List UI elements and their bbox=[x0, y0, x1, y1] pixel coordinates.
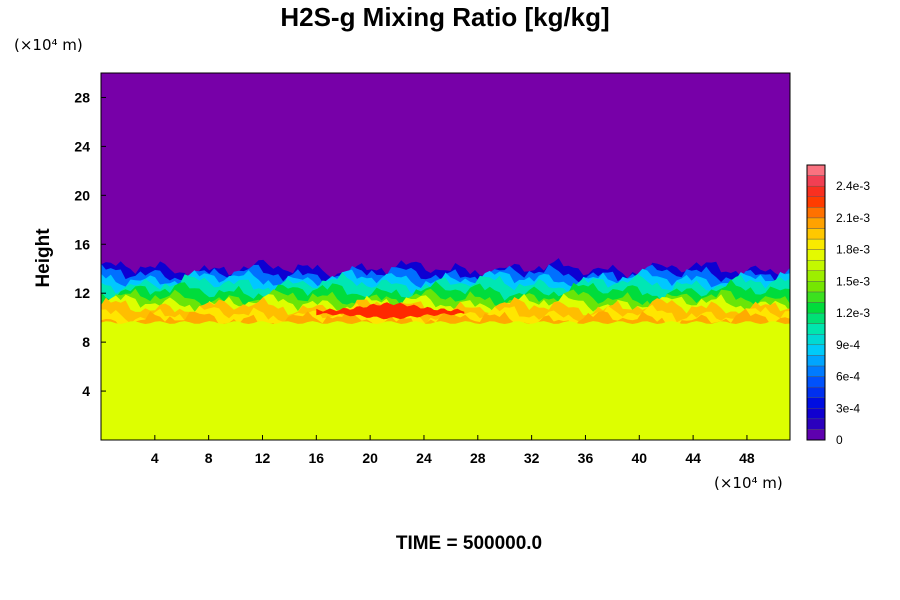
x-tick-label-5: 24 bbox=[416, 450, 432, 466]
colorbar-frame bbox=[806, 164, 826, 441]
y-tick-label-5: 24 bbox=[74, 138, 90, 154]
chart-title: H2S-g Mixing Ratio [kg/kg] bbox=[280, 2, 609, 32]
colorbar-swatch-7 bbox=[806, 355, 826, 367]
colorbar bbox=[806, 164, 826, 441]
colorbar-swatch-8 bbox=[806, 344, 826, 356]
x-tick-label-8: 36 bbox=[578, 450, 594, 466]
x-tick-label-1: 8 bbox=[205, 450, 213, 466]
x-tick-label-10: 44 bbox=[685, 450, 701, 466]
x-tick-label-11: 48 bbox=[739, 450, 755, 466]
colorbar-tick-label-3: 9e-4 bbox=[836, 338, 860, 352]
colorbar-swatch-9 bbox=[806, 334, 826, 346]
colorbar-tick-label-4: 1.2e-3 bbox=[836, 306, 870, 320]
x-tick-label-2: 12 bbox=[255, 450, 271, 466]
plot-frame bbox=[100, 72, 791, 441]
colorbar-swatch-16 bbox=[806, 259, 826, 271]
x-tick-label-7: 32 bbox=[524, 450, 540, 466]
colorbar-swatch-6 bbox=[806, 365, 826, 377]
colorbar-swatch-5 bbox=[806, 376, 826, 388]
y-tick-label-2: 12 bbox=[74, 285, 90, 301]
lower-layer-edge bbox=[101, 321, 790, 440]
mixing-layer-region bbox=[101, 258, 790, 440]
colorbar-tick-label-6: 1.8e-3 bbox=[836, 243, 870, 257]
colorbar-swatch-0 bbox=[806, 429, 826, 441]
colorbar-tick-label-7: 2.1e-3 bbox=[836, 211, 870, 225]
y-tick-label-1: 8 bbox=[82, 334, 90, 350]
colorbar-swatch-10 bbox=[806, 323, 826, 335]
colorbar-swatch-23 bbox=[806, 185, 826, 197]
colorbar-swatch-19 bbox=[806, 228, 826, 240]
colorbar-swatch-4 bbox=[806, 386, 826, 398]
colorbar-swatch-25 bbox=[806, 164, 826, 176]
colorbar-swatch-24 bbox=[806, 175, 826, 187]
y-unit-label: (×10⁴ m) bbox=[14, 36, 83, 54]
colorbar-swatch-15 bbox=[806, 270, 826, 282]
colorbar-swatch-3 bbox=[806, 397, 826, 409]
y-axis-ticks: 4 8 12 16 20 24 28 bbox=[74, 89, 106, 399]
x-tick-label-3: 16 bbox=[309, 450, 325, 466]
colorbar-tick-label-5: 1.5e-3 bbox=[836, 274, 870, 288]
y-axis-label: Height bbox=[33, 228, 54, 288]
colorbar-tick-label-1: 3e-4 bbox=[836, 401, 860, 415]
colorbar-ticks: 0 3e-4 6e-4 9e-4 1.2e-3 1.5e-3 1.8e-3 2.1e-3 2.4… bbox=[836, 179, 870, 447]
x-tick-label-4: 20 bbox=[362, 450, 378, 466]
colorbar-tick-label-8: 2.4e-3 bbox=[836, 179, 870, 193]
colorbar-swatch-22 bbox=[806, 196, 826, 208]
colorbar-swatch-13 bbox=[806, 291, 826, 303]
colorbar-tick-label-2: 6e-4 bbox=[836, 370, 860, 384]
heatmap-plot-area bbox=[101, 73, 790, 440]
colorbar-swatch-20 bbox=[806, 217, 826, 229]
x-tick-label-9: 40 bbox=[631, 450, 647, 466]
x-tick-label-0: 4 bbox=[151, 450, 159, 466]
y-tick-label-4: 20 bbox=[74, 187, 90, 203]
colorbar-tick-label-0: 0 bbox=[836, 433, 843, 447]
mixing-peak-patch bbox=[316, 302, 465, 320]
y-tick-label-0: 4 bbox=[82, 383, 90, 399]
colorbar-swatch-2 bbox=[806, 408, 826, 420]
colorbar-swatch-11 bbox=[806, 312, 826, 324]
colorbar-swatch-14 bbox=[806, 281, 826, 293]
x-tick-label-6: 28 bbox=[470, 450, 486, 466]
x-axis-ticks: 4 8 12 16 20 24 28 32 36 40 44 48 bbox=[151, 435, 755, 466]
y-tick-label-6: 28 bbox=[74, 89, 90, 105]
colorbar-swatch-21 bbox=[806, 207, 826, 219]
colorbar-swatch-1 bbox=[806, 418, 826, 430]
time-label: TIME = 500000.0 bbox=[396, 533, 542, 554]
y-tick-label-3: 16 bbox=[74, 236, 90, 252]
x-unit-label: (×10⁴ m) bbox=[714, 474, 783, 492]
colorbar-swatch-18 bbox=[806, 238, 826, 250]
colorbar-swatch-17 bbox=[806, 249, 826, 261]
colorbar-swatch-12 bbox=[806, 302, 826, 314]
